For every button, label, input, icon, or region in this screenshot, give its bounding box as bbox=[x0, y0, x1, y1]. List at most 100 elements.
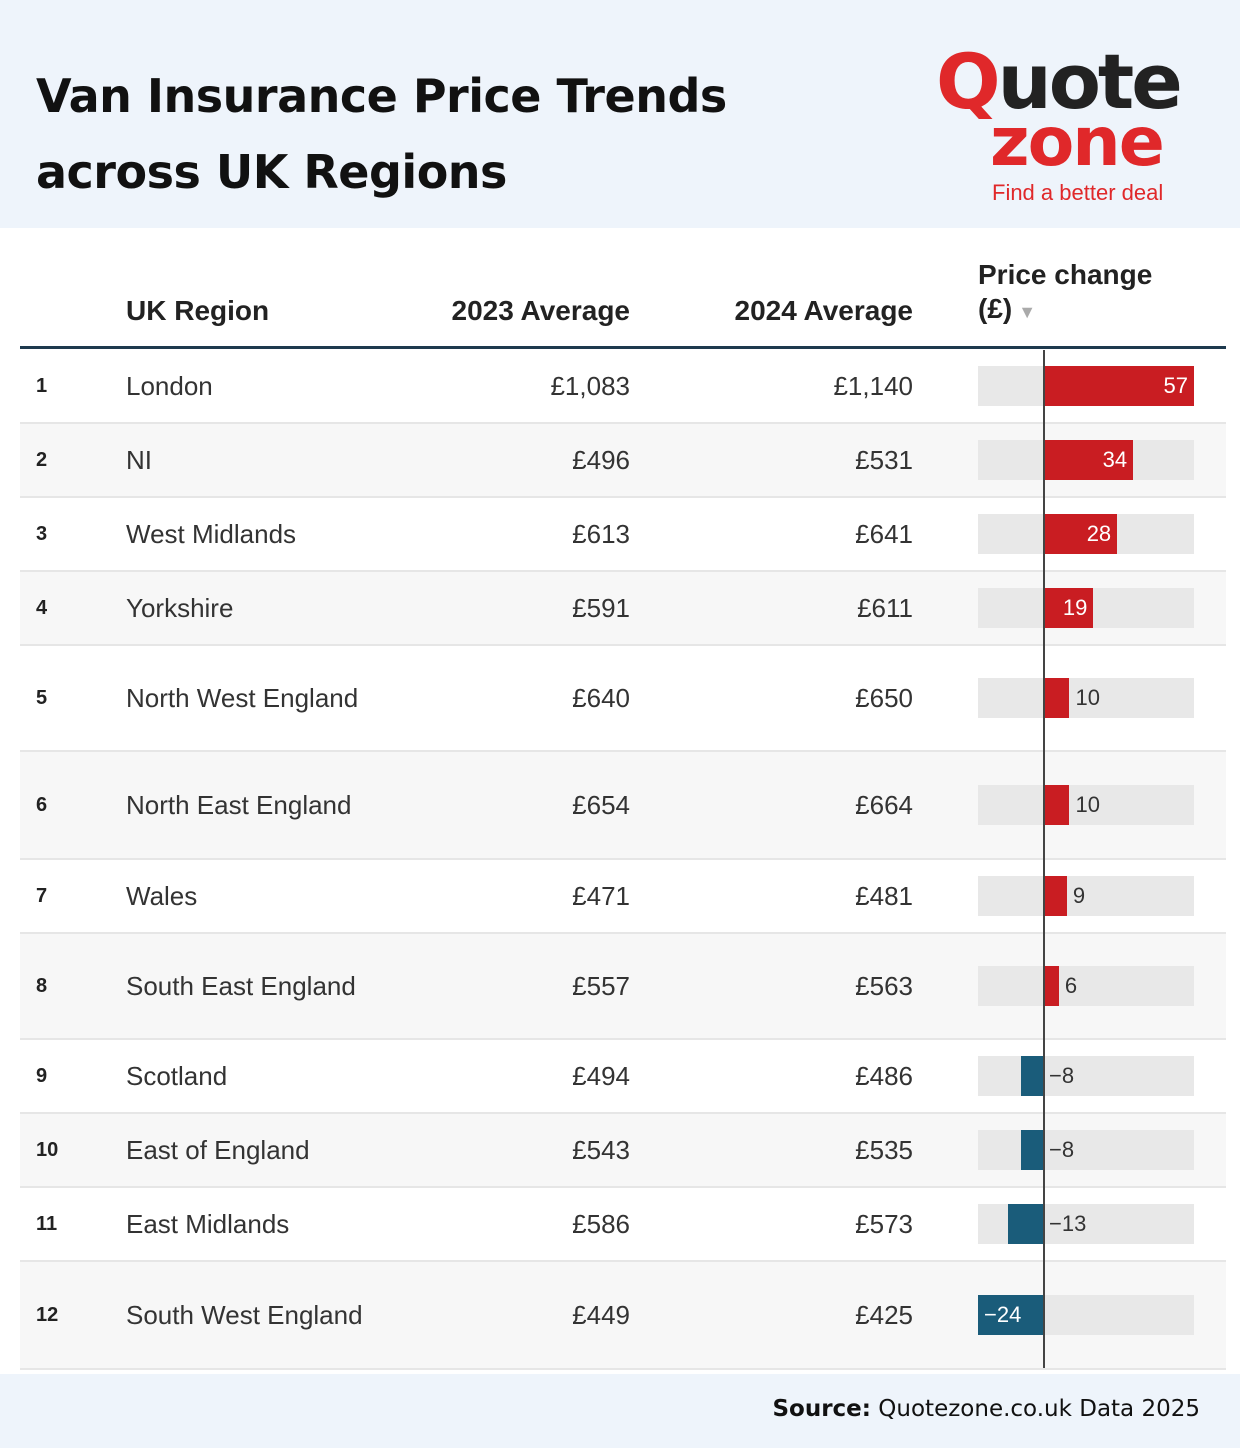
price-change-label: 28 bbox=[1086, 521, 1112, 546]
title-line-1: Van Insurance Price Trends bbox=[36, 69, 727, 123]
bar-background bbox=[978, 1056, 1194, 1096]
zero-axis-line bbox=[1043, 350, 1045, 1368]
price-change-bar bbox=[1043, 966, 1059, 1006]
price-change-bar bbox=[1043, 678, 1070, 718]
table-row: 12 South West England £449 £425 −24 bbox=[20, 1262, 1226, 1370]
row-price-change: 34 bbox=[978, 424, 1194, 496]
price-change-bar bbox=[1043, 440, 1134, 480]
row-price-change: 28 bbox=[978, 498, 1194, 570]
row-price-change: 10 bbox=[978, 646, 1194, 750]
row-2024-average: £531 bbox=[855, 444, 913, 475]
table-row: 2 NI £496 £531 34 bbox=[20, 424, 1226, 498]
price-change-bar bbox=[1021, 1130, 1043, 1170]
header-region[interactable]: UK Region bbox=[126, 295, 270, 326]
row-rank: 1 bbox=[36, 374, 48, 397]
header-2024-average[interactable]: 2024 Average bbox=[734, 295, 914, 326]
price-change-bar bbox=[1043, 588, 1094, 628]
table-row: 5 North West England £640 £650 10 bbox=[20, 646, 1226, 752]
row-region: Scotland bbox=[126, 1061, 228, 1091]
row-region: South West England bbox=[126, 1300, 363, 1330]
row-rank: 9 bbox=[36, 1064, 48, 1087]
logo-tagline: Find a better deal bbox=[992, 180, 1164, 205]
table-row: 9 Scotland £494 £486 −8 bbox=[20, 1040, 1226, 1114]
title-line-2: across UK Regions bbox=[36, 145, 507, 199]
price-change-bar bbox=[1043, 785, 1070, 825]
header-price-change-label: Price change bbox=[978, 259, 1153, 290]
row-2023-average: £640 bbox=[572, 682, 630, 713]
row-2023-average: £591 bbox=[572, 592, 630, 623]
row-price-change: −13 bbox=[978, 1188, 1194, 1260]
table-row: 3 West Midlands £613 £641 28 bbox=[20, 498, 1226, 572]
row-2023-average: £1,083 bbox=[550, 370, 630, 401]
row-region: North West England bbox=[126, 683, 359, 713]
sort-down-icon[interactable]: ▼ bbox=[1018, 302, 1037, 322]
header-divider bbox=[20, 346, 1226, 349]
header: Van Insurance Price Trends across UK Reg… bbox=[0, 0, 1240, 228]
row-2023-average: £543 bbox=[572, 1134, 630, 1165]
price-change-label: 10 bbox=[1075, 792, 1100, 817]
price-change-label: 10 bbox=[1075, 685, 1100, 710]
table-row: 8 South East England £557 £563 6 bbox=[20, 934, 1226, 1040]
bar-background bbox=[978, 678, 1194, 718]
row-rank: 3 bbox=[36, 522, 48, 545]
header-price-change[interactable]: Price change (£) ▼ bbox=[978, 258, 1198, 329]
row-2024-average: £641 bbox=[855, 518, 913, 549]
row-price-change: 57 bbox=[978, 350, 1194, 422]
row-2024-average: £1,140 bbox=[833, 370, 913, 401]
row-2023-average: £654 bbox=[572, 789, 630, 820]
table-row: 7 Wales £471 £481 9 bbox=[20, 860, 1226, 934]
table-row: 1 London £1,083 £1,140 57 bbox=[20, 350, 1226, 424]
bar-background bbox=[978, 966, 1194, 1006]
table-row: 11 East Midlands £586 £573 −13 bbox=[20, 1188, 1226, 1262]
row-region: South East England bbox=[126, 971, 356, 1001]
price-change-label: −24 bbox=[984, 1302, 1022, 1327]
table-row: 4 Yorkshire £591 £611 19 bbox=[20, 572, 1226, 646]
price-change-label: 19 bbox=[1062, 595, 1088, 620]
row-2024-average: £611 bbox=[857, 592, 913, 623]
table-row: 10 East of England £543 £535 −8 bbox=[20, 1114, 1226, 1188]
price-change-label: 6 bbox=[1064, 973, 1078, 998]
row-region: East Midlands bbox=[126, 1209, 290, 1239]
bar-background bbox=[978, 1130, 1194, 1170]
price-change-label: −8 bbox=[1049, 1063, 1075, 1088]
row-price-change: −8 bbox=[978, 1040, 1194, 1112]
header-price-change-unit: (£) bbox=[978, 293, 1013, 324]
table-row: 6 North East England £654 £664 10 bbox=[20, 752, 1226, 860]
row-2023-average: £586 bbox=[572, 1208, 630, 1239]
row-2023-average: £613 bbox=[572, 518, 630, 549]
logo-q: Q bbox=[936, 37, 1001, 126]
row-2024-average: £650 bbox=[855, 682, 913, 713]
row-region: East of England bbox=[126, 1135, 310, 1165]
price-change-bar bbox=[1007, 1204, 1043, 1244]
price-change-bar bbox=[1043, 514, 1118, 554]
footer: Source: Quotezone.co.uk Data 2025 bbox=[0, 1374, 1240, 1448]
row-2024-average: £664 bbox=[855, 789, 913, 820]
row-region: Wales bbox=[126, 881, 198, 911]
row-2023-average: £471 bbox=[572, 880, 630, 911]
row-price-change: −24 bbox=[978, 1262, 1194, 1368]
logo-quote: Quote bbox=[936, 32, 1183, 132]
row-2024-average: £486 bbox=[855, 1060, 913, 1091]
source-text: Quotezone.co.uk Data 2025 bbox=[870, 1396, 1200, 1422]
price-change-bar bbox=[978, 1295, 1043, 1335]
row-rank: 2 bbox=[36, 448, 48, 471]
row-region: North East England bbox=[126, 790, 352, 820]
row-region: NI bbox=[126, 445, 152, 475]
row-2024-average: £573 bbox=[855, 1208, 913, 1239]
row-rank: 11 bbox=[36, 1212, 58, 1235]
row-price-change: 10 bbox=[978, 752, 1194, 858]
price-change-label: 57 bbox=[1163, 373, 1188, 398]
row-2023-average: £449 bbox=[572, 1299, 630, 1330]
quotezone-logo: Quote zone Find a better deal bbox=[930, 37, 1190, 210]
row-2024-average: £481 bbox=[855, 880, 913, 911]
row-price-change: 19 bbox=[978, 572, 1194, 644]
row-2023-average: £557 bbox=[572, 970, 630, 1001]
header-2023-average[interactable]: 2023 Average bbox=[451, 295, 631, 326]
row-2023-average: £496 bbox=[572, 444, 630, 475]
source-label: Source: bbox=[772, 1396, 871, 1422]
source-note: Source: Quotezone.co.uk Data 2025 bbox=[772, 1396, 1200, 1422]
row-2023-average: £494 bbox=[572, 1060, 630, 1091]
page-title: Van Insurance Price Trends across UK Reg… bbox=[36, 58, 856, 210]
data-table: UK Region 2023 Average 2024 Average Pric… bbox=[0, 228, 1240, 1374]
price-change-bar bbox=[1021, 1056, 1043, 1096]
